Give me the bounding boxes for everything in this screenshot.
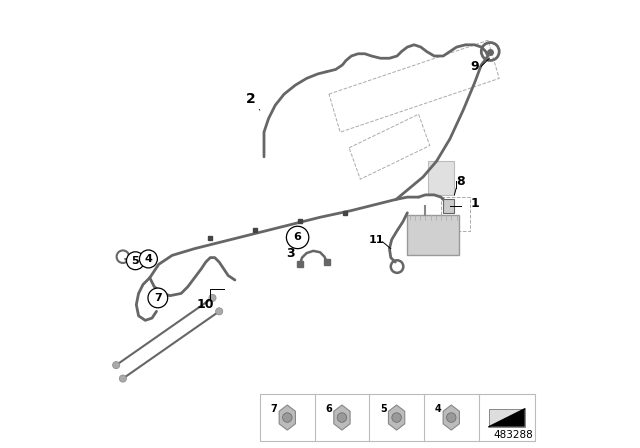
Polygon shape — [279, 405, 296, 430]
Text: 6: 6 — [294, 233, 301, 242]
Bar — [260, 394, 535, 441]
Circle shape — [209, 294, 216, 302]
Bar — [407, 215, 459, 255]
Text: 5: 5 — [132, 256, 140, 266]
Polygon shape — [334, 405, 350, 430]
Text: 4: 4 — [145, 254, 152, 264]
Circle shape — [447, 413, 456, 422]
Circle shape — [148, 288, 168, 308]
Text: 2: 2 — [246, 91, 255, 106]
Bar — [489, 409, 525, 426]
Circle shape — [392, 413, 401, 422]
Text: 11: 11 — [368, 235, 384, 245]
Bar — [441, 197, 470, 231]
Text: 9: 9 — [470, 60, 479, 73]
Text: 4: 4 — [435, 404, 441, 414]
Bar — [443, 199, 454, 213]
Text: 1: 1 — [470, 197, 479, 211]
Text: 7: 7 — [154, 293, 162, 303]
Text: 6: 6 — [325, 404, 332, 414]
Circle shape — [216, 308, 223, 315]
Text: 8: 8 — [457, 175, 465, 188]
Circle shape — [119, 375, 127, 382]
Text: 5: 5 — [380, 404, 387, 414]
Circle shape — [282, 413, 292, 422]
Circle shape — [337, 413, 347, 422]
Circle shape — [127, 252, 145, 270]
Polygon shape — [489, 409, 525, 426]
Bar — [428, 161, 454, 195]
Text: 483288: 483288 — [493, 430, 533, 439]
Circle shape — [287, 226, 309, 249]
Text: 10: 10 — [197, 298, 214, 311]
Circle shape — [140, 250, 157, 268]
Text: 3: 3 — [287, 246, 295, 260]
Circle shape — [113, 362, 120, 369]
Polygon shape — [388, 405, 404, 430]
Polygon shape — [443, 405, 460, 430]
Text: 7: 7 — [271, 404, 277, 414]
